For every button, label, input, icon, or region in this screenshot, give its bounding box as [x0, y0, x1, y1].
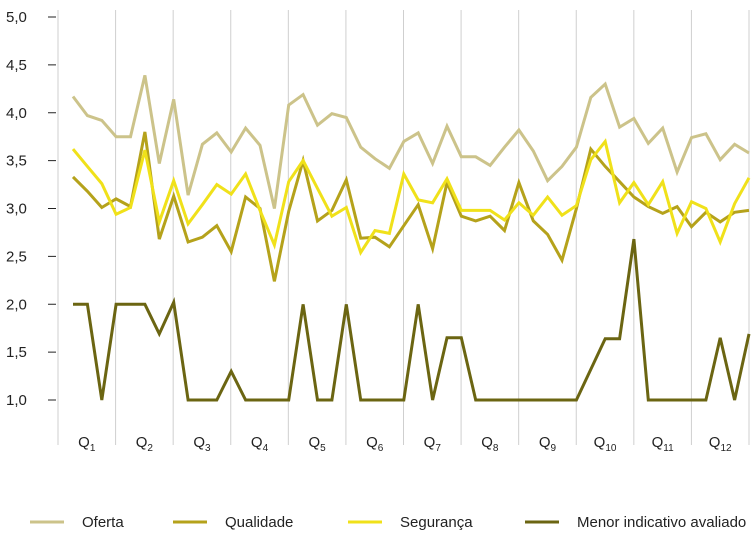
series-line-2	[71, 131, 750, 282]
series-line-3	[71, 138, 751, 256]
y-tick-label: 2,5	[6, 248, 27, 265]
x-tick-label: Q11	[652, 434, 674, 454]
x-tick-label: Q9	[539, 434, 557, 454]
legend-label: Menor indicativo avaliado	[577, 514, 746, 531]
y-axis-ticks: 1,0 1,5 2,0 2,5 3,0 3,5 4,0 4,5 5,0	[6, 9, 56, 409]
x-tick-label: Q6	[366, 434, 384, 454]
series-line-4	[73, 238, 751, 402]
x-tick-label: Q12	[709, 434, 732, 454]
x-tick-label: Q10	[594, 434, 617, 454]
legend-label: Oferta	[82, 514, 124, 531]
legend-label: Segurança	[400, 514, 473, 531]
x-tick-label: Q8	[481, 434, 499, 454]
y-tick-label: 4,5	[6, 57, 27, 74]
x-tick-label: Q5	[309, 434, 327, 454]
y-tick-label: 1,0	[6, 392, 27, 409]
legend-label: Qualidade	[225, 514, 293, 531]
x-tick-label: Q2	[136, 434, 154, 454]
y-tick-label: 2,0	[6, 296, 27, 313]
y-tick-label: 3,0	[6, 201, 27, 218]
x-tick-label: Q4	[251, 434, 269, 454]
x-tick-label: Q7	[424, 434, 442, 454]
y-tick-label: 4,0	[6, 105, 27, 122]
y-tick-label: 5,0	[6, 9, 27, 26]
x-tick-label: Q1	[78, 434, 96, 454]
y-tick-label: 3,5	[6, 153, 27, 170]
series-lines	[71, 75, 751, 402]
y-tick-label: 1,5	[6, 344, 27, 361]
x-tick-label: Q3	[193, 434, 211, 454]
series-line-1	[71, 75, 750, 209]
x-axis-ticks: Q1 Q2 Q3 Q4 Q5 Q6 Q7 Q8 Q9 Q10 Q11 Q12	[78, 434, 732, 454]
legend: Oferta Qualidade Segurança Menor indicativo…	[30, 514, 746, 531]
grid-lines	[57, 10, 750, 445]
